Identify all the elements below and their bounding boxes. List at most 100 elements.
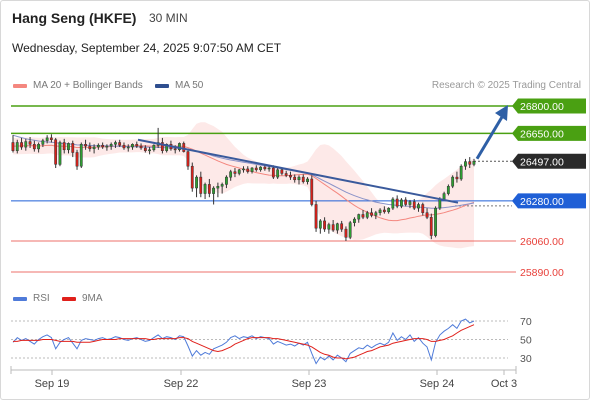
candle-body	[131, 144, 134, 148]
x-tick-label: Oct 3	[491, 378, 517, 390]
candle-body	[122, 144, 126, 149]
candle-body	[331, 224, 335, 231]
candle-body	[421, 204, 425, 213]
level-label-4: 26060.00	[520, 236, 564, 248]
level-tag-0	[512, 98, 586, 114]
candle-body	[455, 176, 459, 180]
rsi-9ma-line	[13, 324, 475, 360]
candle-body	[434, 207, 437, 236]
candle-body	[297, 176, 301, 181]
candle-body	[152, 144, 156, 151]
legend-9ma-swatch	[62, 296, 76, 301]
candle-body	[412, 201, 416, 209]
candle-body	[263, 166, 267, 170]
candle-body	[250, 167, 254, 172]
legend-ma50-label: MA 50	[175, 80, 204, 91]
candle-body	[37, 144, 40, 150]
level-label-1: 26650.00	[520, 128, 564, 140]
candle-body	[49, 137, 53, 140]
candle-body	[464, 161, 467, 167]
legend-bollinger-swatch	[13, 83, 27, 88]
legend-rsi-label: RSI	[33, 293, 50, 304]
candle-body	[75, 152, 79, 167]
candle-body	[391, 198, 395, 209]
candle-body	[220, 184, 224, 187]
candle-body	[395, 198, 399, 207]
x-tick-label: Sep 23	[292, 378, 327, 390]
candle-body	[404, 199, 408, 205]
candle-body	[190, 165, 194, 189]
candle-body	[118, 142, 122, 146]
candle-body	[58, 142, 62, 165]
candle-body	[344, 228, 348, 238]
candle-body	[254, 167, 258, 171]
candle-body	[173, 148, 177, 151]
candle-body	[143, 147, 147, 151]
legend-9ma-label: 9MA	[82, 293, 103, 304]
candle-body	[160, 142, 164, 151]
legend-bollinger-label: MA 20 + Bollinger Bands	[33, 80, 143, 91]
instrument-title: Hang Seng (HKFE)	[12, 10, 137, 26]
candle-body	[442, 193, 446, 200]
candle-body	[114, 142, 117, 145]
report-datetime: Wednesday, September 24, 2025 9:07:50 AM…	[12, 41, 282, 55]
candle-body	[446, 186, 450, 194]
x-tick-label: Sep 24	[420, 378, 455, 390]
rsi-line	[12, 318, 475, 365]
candle-body	[370, 212, 373, 216]
candle-body	[28, 141, 32, 145]
candle-body	[88, 145, 92, 150]
candle-body	[271, 167, 275, 178]
candle-body	[365, 212, 369, 218]
candle-body	[357, 214, 361, 220]
candle-body	[306, 178, 309, 182]
candle-body	[417, 204, 420, 209]
x-tick-label: Sep 19	[35, 378, 70, 390]
candle-body	[400, 199, 403, 207]
legend-rsi-swatch	[13, 296, 27, 301]
candle-body	[101, 144, 105, 148]
candle-body	[229, 171, 233, 178]
candle-body	[195, 176, 198, 189]
candle-body	[314, 204, 318, 229]
candle-body	[378, 209, 382, 213]
candle-body	[382, 209, 386, 213]
candle-body	[199, 176, 203, 194]
candle-body	[92, 146, 96, 150]
rsi-tick-label: 30	[520, 353, 532, 365]
candle-body	[340, 223, 344, 230]
level-tag-1	[512, 125, 586, 141]
timeframe-label[interactable]: 30 MIN	[149, 11, 188, 25]
legend-bollinger: MA 20 + Bollinger Bands	[13, 80, 143, 91]
candle-body	[84, 144, 87, 147]
candle-body	[451, 176, 455, 187]
candle-body	[318, 220, 322, 229]
candle-body	[139, 145, 143, 149]
candle-body	[186, 151, 190, 167]
level-tag-3	[512, 193, 586, 209]
candle-body	[15, 142, 19, 151]
level-label-5: 25890.00	[520, 267, 564, 279]
candle-body	[374, 212, 378, 216]
candle-body	[293, 176, 297, 181]
candle-body	[327, 224, 331, 230]
candle-body	[284, 173, 288, 176]
candle-body	[408, 201, 412, 205]
candle-body	[280, 169, 284, 174]
candle-body	[361, 214, 365, 218]
candle-body	[246, 168, 250, 172]
candle-body	[335, 223, 339, 231]
candle-body	[472, 161, 476, 165]
legend-ma50: MA 50	[155, 80, 203, 91]
level-label-3: 26280.00	[520, 196, 564, 208]
candle-body	[67, 143, 70, 151]
candle-body	[237, 169, 241, 174]
candle-body	[353, 218, 356, 223]
candle-body	[71, 143, 75, 153]
level-tag-2	[512, 153, 586, 169]
candle-body	[212, 187, 215, 194]
x-tick-label: Sep 22	[164, 378, 199, 390]
candle-body	[96, 144, 100, 148]
candle-body	[289, 175, 292, 178]
